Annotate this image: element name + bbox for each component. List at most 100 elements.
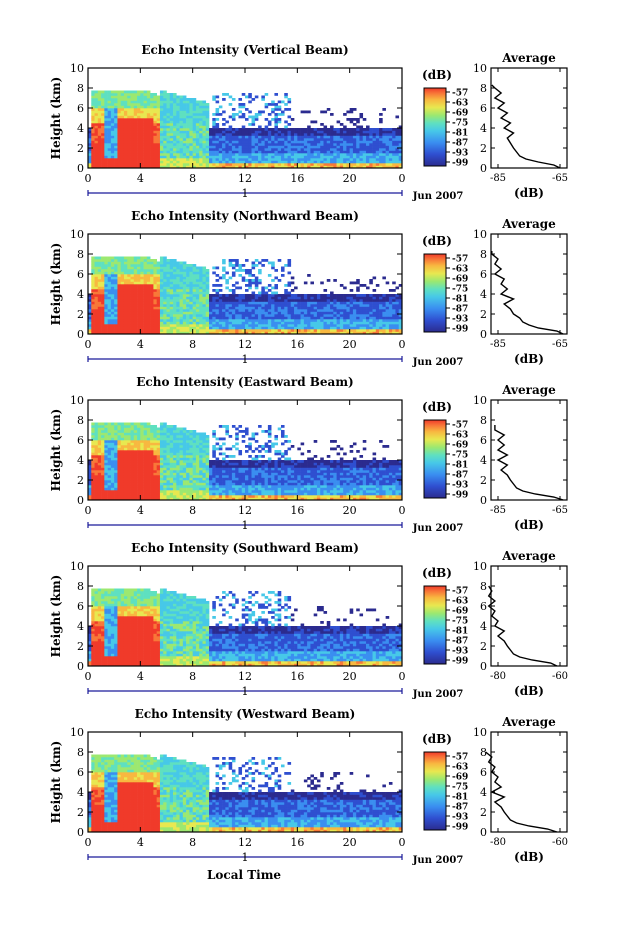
heatmap-cell — [114, 111, 118, 114]
heatmap-cell — [265, 133, 269, 136]
heatmap-cell — [147, 116, 151, 119]
heatmap-cell — [189, 141, 193, 144]
heatmap-cell — [137, 294, 141, 297]
heatmap-cell — [144, 282, 148, 285]
heatmap-cell — [160, 312, 164, 315]
heatmap-cell — [353, 123, 357, 126]
heatmap-cell — [131, 440, 135, 443]
heatmap-cell — [134, 156, 138, 159]
heatmap-cell — [337, 319, 341, 322]
heatmap-cell — [134, 123, 138, 126]
heatmap-cell — [127, 264, 131, 267]
heatmap-cell — [278, 163, 282, 166]
heatmap-cell — [261, 312, 265, 315]
heatmap-cell — [258, 309, 262, 312]
heatmap-cell — [101, 483, 105, 486]
heatmap-cell — [150, 113, 154, 116]
heatmap-cell — [150, 118, 154, 121]
heatmap-cell — [301, 294, 305, 297]
heatmap-cell — [163, 148, 167, 151]
heatmap-cell — [183, 322, 187, 325]
heatmap-cell — [147, 307, 151, 310]
heatmap-cell — [238, 153, 242, 156]
heatmap-cell — [98, 282, 102, 285]
heatmap-cell — [163, 113, 167, 116]
heatmap-cell — [176, 292, 180, 295]
heatmap-cell — [127, 488, 131, 491]
heatmap-cell — [310, 297, 314, 300]
heatmap-cell — [206, 272, 210, 275]
heatmap-cell — [170, 101, 174, 104]
heatmap-cell — [170, 103, 174, 106]
heatmap-cell — [95, 111, 99, 114]
heatmap-cell — [160, 282, 164, 285]
heatmap-cell — [340, 161, 344, 164]
heatmap-cell — [127, 274, 131, 277]
heatmap-cell — [320, 314, 324, 317]
heatmap-cell — [167, 121, 171, 124]
heatmap-cell — [114, 455, 118, 458]
heatmap-cell — [356, 141, 360, 144]
heatmap-cell — [356, 148, 360, 151]
heatmap-cell — [104, 475, 108, 478]
heatmap-cell — [117, 128, 121, 131]
heatmap-cell — [206, 289, 210, 292]
heatmap-cell — [238, 103, 242, 106]
heatmap-cell — [98, 108, 102, 111]
heatmap-cell — [160, 287, 164, 290]
heatmap-cell — [248, 287, 252, 290]
heatmap-cell — [271, 314, 275, 317]
heatmap-cell — [356, 279, 360, 282]
heatmap-cell — [238, 161, 242, 164]
heatmap-cell — [245, 319, 249, 322]
heatmap-cell — [147, 113, 151, 116]
heatmap-cell — [98, 123, 102, 126]
heatmap-cell — [114, 294, 118, 297]
heatmap-cell — [121, 488, 125, 491]
heatmap-cell — [235, 113, 239, 116]
heatmap-cell — [186, 128, 190, 131]
heatmap-cell — [117, 133, 121, 136]
heatmap-cell — [121, 329, 125, 332]
heatmap-cell — [212, 312, 216, 315]
heatmap-cell — [101, 443, 105, 446]
heatmap-cell — [183, 151, 187, 154]
heatmap-cell — [373, 161, 377, 164]
heatmap-cell — [157, 128, 161, 131]
heatmap-cell — [186, 133, 190, 136]
heatmap-cell — [150, 319, 154, 322]
heatmap-cell — [235, 146, 239, 149]
heatmap-cell — [386, 314, 390, 317]
heatmap-cell — [199, 128, 203, 131]
heatmap-cell — [242, 143, 246, 146]
heatmap-cell — [373, 304, 377, 307]
heatmap-cell — [255, 299, 259, 302]
heatmap-cell — [337, 299, 341, 302]
heatmap-cell — [134, 93, 138, 96]
heatmap-cell — [127, 136, 131, 139]
heatmap-cell — [91, 111, 95, 114]
heatmap-cell — [199, 269, 203, 272]
heatmap-cell — [193, 113, 197, 116]
heatmap-cell — [114, 490, 118, 493]
heatmap-cell — [324, 163, 328, 166]
heatmap-cell — [382, 314, 386, 317]
average-x-label: (dB) — [514, 352, 544, 366]
heatmap-cell — [320, 148, 324, 151]
heatmap-cell — [304, 322, 308, 325]
heatmap-cell — [121, 108, 125, 111]
heatmap-cell — [350, 148, 354, 151]
heatmap-cell — [366, 287, 370, 290]
heatmap-cell — [252, 274, 256, 277]
heatmap-cell — [327, 279, 331, 282]
heatmap-cell — [219, 319, 223, 322]
heatmap-cell — [150, 161, 154, 164]
heatmap-cell — [258, 143, 262, 146]
heatmap-cell — [209, 302, 213, 305]
heatmap-cell — [121, 450, 125, 453]
heatmap-cell — [108, 317, 112, 320]
heatmap-cell — [291, 312, 295, 315]
heatmap-cell — [186, 126, 190, 129]
heatmap-cell — [320, 327, 324, 330]
heatmap-cell — [121, 274, 125, 277]
